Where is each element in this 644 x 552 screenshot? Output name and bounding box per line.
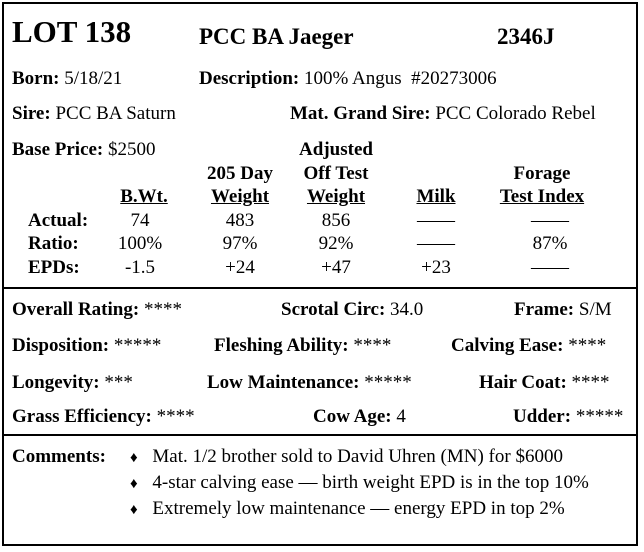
lot-number: LOT 138 (12, 14, 132, 49)
milk-header: Milk (416, 186, 456, 207)
diamond-bullet-icon: ♦ (130, 476, 138, 492)
lowmaint-label: Low Maintenance: (207, 372, 360, 393)
frame-label: Frame: (514, 299, 575, 320)
adj-header-line2: Off Test (303, 163, 369, 184)
actual-forage: —— (531, 210, 569, 231)
comment-item: ♦ Mat. 1/2 brother sold to David Uhren (… (130, 446, 563, 468)
overall-label: Overall Rating: (12, 299, 140, 320)
divider-bottom (4, 434, 636, 436)
born-field: Born: 5/18/21 (12, 68, 122, 90)
disposition-value: ***** (113, 335, 162, 356)
comment-item: ♦ Extremely low maintenance — energy EPD… (130, 498, 565, 520)
ratio-bwt: 100% (117, 233, 163, 254)
comment-text: Extremely low maintenance — energy EPD i… (152, 498, 565, 519)
base-price-label: Base Price: (12, 139, 104, 160)
udder-value: ***** (575, 406, 624, 427)
longevity-value: *** (104, 372, 133, 393)
haircoat-label: Hair Coat: (479, 372, 567, 393)
sire-field: Sire: PCC BA Saturn (12, 103, 176, 125)
diamond-bullet-icon: ♦ (130, 502, 138, 518)
tag-number: 2346J (497, 24, 555, 49)
actual-w205: 483 (225, 210, 255, 231)
cowage-value: 4 (396, 406, 406, 427)
calving-label: Calving Ease: (451, 335, 564, 356)
grass-value: **** (156, 406, 195, 427)
overall-value: **** (143, 299, 182, 320)
epd-milk: +23 (421, 257, 451, 278)
grass-efficiency-field: Grass Efficiency: **** (12, 406, 195, 428)
divider-top (4, 287, 636, 289)
overall-rating-field: Overall Rating: **** (12, 299, 182, 321)
sire-value: PCC BA Saturn (55, 103, 176, 124)
hair-coat-field: Hair Coat: **** (479, 372, 610, 394)
epd-w205: +24 (225, 257, 255, 278)
epd-forage: —— (531, 257, 569, 278)
comments-label: Comments: (12, 446, 106, 467)
ratio-forage: 87% (532, 233, 568, 254)
mgs-value: PCC Colorado Rebel (435, 103, 596, 124)
description-value: 100% Angus #20273006 (304, 68, 497, 89)
fleshing-value: **** (353, 335, 392, 356)
epd-adj: +47 (321, 257, 351, 278)
actual-milk: —— (417, 210, 455, 231)
disposition-field: Disposition: ***** (12, 335, 161, 357)
frame-value: S/M (578, 299, 612, 320)
haircoat-value: **** (571, 372, 610, 393)
calving-value: **** (568, 335, 607, 356)
scrotal-value: 34.0 (390, 299, 424, 320)
animal-name: PCC BA Jaeger (199, 24, 354, 49)
longevity-label: Longevity: (12, 372, 100, 393)
calving-ease-field: Calving Ease: **** (451, 335, 606, 357)
adj-header-line1: Adjusted (299, 139, 373, 160)
udder-label: Udder: (513, 406, 572, 427)
lowmaint-value: ***** (364, 372, 412, 393)
ratio-w205: 97% (222, 233, 258, 254)
base-price-field: Base Price: $2500 (12, 139, 156, 161)
adj-header-line3: Weight (306, 186, 366, 207)
grass-label: Grass Efficiency: (12, 406, 152, 427)
longevity-field: Longevity: *** (12, 372, 133, 394)
frame-field: Frame: S/M (514, 299, 612, 321)
w205-header-line1: 205 Day (207, 163, 273, 184)
low-maintenance-field: Low Maintenance: ***** (207, 372, 412, 394)
comment-text: 4-star calving ease — birth weight EPD i… (152, 472, 589, 493)
epd-bwt: -1.5 (124, 257, 156, 278)
diamond-bullet-icon: ♦ (130, 450, 138, 466)
description-field: Description: 100% Angus #20273006 (199, 68, 497, 90)
row-label-actual: Actual: (28, 210, 89, 231)
scrotal-label: Scrotal Circ: (281, 299, 386, 320)
comment-text: Mat. 1/2 brother sold to David Uhren (MN… (152, 446, 563, 467)
cowage-label: Cow Age: (313, 406, 392, 427)
description-label: Description: (199, 68, 300, 89)
ratio-adj: 92% (318, 233, 354, 254)
cow-age-field: Cow Age: 4 (313, 406, 406, 428)
born-value: 5/18/21 (64, 68, 123, 89)
w205-header-line2: Weight (210, 186, 270, 207)
mgs-label: Mat. Grand Sire: (290, 103, 431, 124)
disposition-label: Disposition: (12, 335, 110, 356)
udder-field: Udder: ***** (513, 406, 623, 428)
actual-bwt: 74 (130, 210, 150, 231)
born-label: Born: (12, 68, 60, 89)
mat-grand-sire-field: Mat. Grand Sire: PCC Colorado Rebel (290, 103, 596, 125)
fleshing-ability-field: Fleshing Ability: **** (214, 335, 391, 357)
lot-card: LOT 138 PCC BA Jaeger 2346J Born: 5/18/2… (2, 2, 638, 546)
forage-header-line2: Test Index (499, 186, 585, 207)
row-label-epds: EPDs: (28, 257, 80, 278)
fleshing-label: Fleshing Ability: (214, 335, 349, 356)
base-price-value: $2500 (108, 139, 156, 160)
bwt-header: B.Wt. (120, 186, 168, 207)
scrotal-circ-field: Scrotal Circ: 34.0 (281, 299, 423, 321)
forage-header-line1: Forage (513, 163, 571, 184)
ratio-milk: —— (417, 233, 455, 254)
actual-adj: 856 (321, 210, 351, 231)
sire-label: Sire: (12, 103, 51, 124)
comment-item: ♦ 4-star calving ease — birth weight EPD… (130, 472, 589, 494)
row-label-ratio: Ratio: (28, 233, 79, 254)
